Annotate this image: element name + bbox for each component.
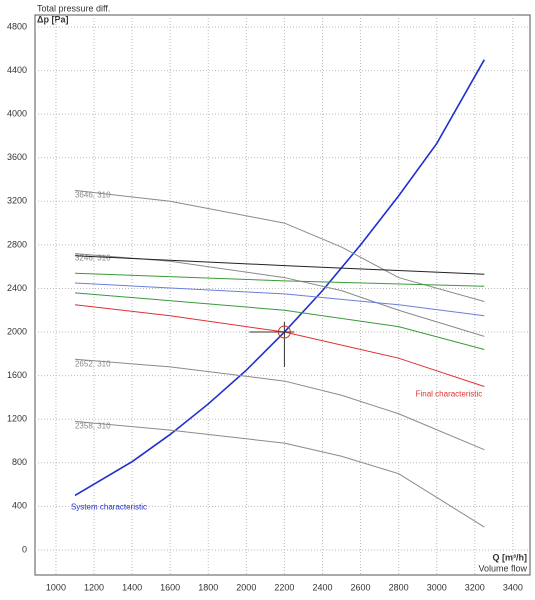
curve	[74, 420, 485, 528]
curve-label: 3646, 310	[75, 191, 111, 200]
x-axis-label: Q [m³/h]	[493, 552, 528, 562]
curve	[74, 255, 485, 275]
x-tick-label: 1000	[46, 582, 66, 592]
x-tick-label: 3200	[465, 582, 485, 592]
y-tick-label: 1600	[7, 370, 27, 380]
chart-title: Total pressure diff.	[37, 3, 110, 13]
y-tick-label: 2400	[7, 283, 27, 293]
y-tick-label: 4400	[7, 65, 27, 75]
x-tick-label: 3400	[503, 582, 523, 592]
y-tick-label: 800	[12, 457, 27, 467]
x-tick-label: 1600	[160, 582, 180, 592]
curve	[74, 189, 485, 303]
x-tick-label: 1200	[84, 582, 104, 592]
curve	[74, 282, 485, 317]
y-tick-label: 0	[22, 544, 27, 554]
curve-label: Final characteristic	[416, 390, 483, 399]
y-tick-label: 3200	[7, 196, 27, 206]
x-tick-label: 3000	[427, 582, 447, 592]
x-tick-label: 2600	[351, 582, 371, 592]
y-tick-label: 400	[12, 501, 27, 511]
y-tick-label: 2000	[7, 326, 27, 336]
curve	[74, 292, 485, 350]
y-axis-label: Δp [Pa]	[37, 14, 68, 24]
x-tick-label: 2400	[312, 582, 332, 592]
y-tick-label: 1200	[7, 414, 27, 424]
x-tick-label: 2800	[389, 582, 409, 592]
x-axis-label-2: Volume flow	[478, 563, 527, 573]
y-tick-label: 4800	[7, 21, 27, 31]
x-tick-label: 1800	[198, 582, 218, 592]
curve-label: System characteristic	[71, 503, 147, 512]
y-tick-label: 2800	[7, 239, 27, 249]
x-tick-label: 2000	[236, 582, 256, 592]
x-tick-label: 1400	[122, 582, 142, 592]
plot-frame	[34, 14, 531, 576]
y-tick-label: 3600	[7, 152, 27, 162]
y-tick-label: 4000	[7, 109, 27, 119]
curve-label: 2652, 310	[75, 359, 111, 368]
curve-label: 3246, 310	[75, 254, 111, 263]
curve	[74, 358, 485, 451]
curve	[74, 272, 485, 287]
operating-point	[277, 325, 291, 339]
curve-label: 2358, 310	[75, 421, 111, 430]
x-tick-label: 2200	[274, 582, 294, 592]
